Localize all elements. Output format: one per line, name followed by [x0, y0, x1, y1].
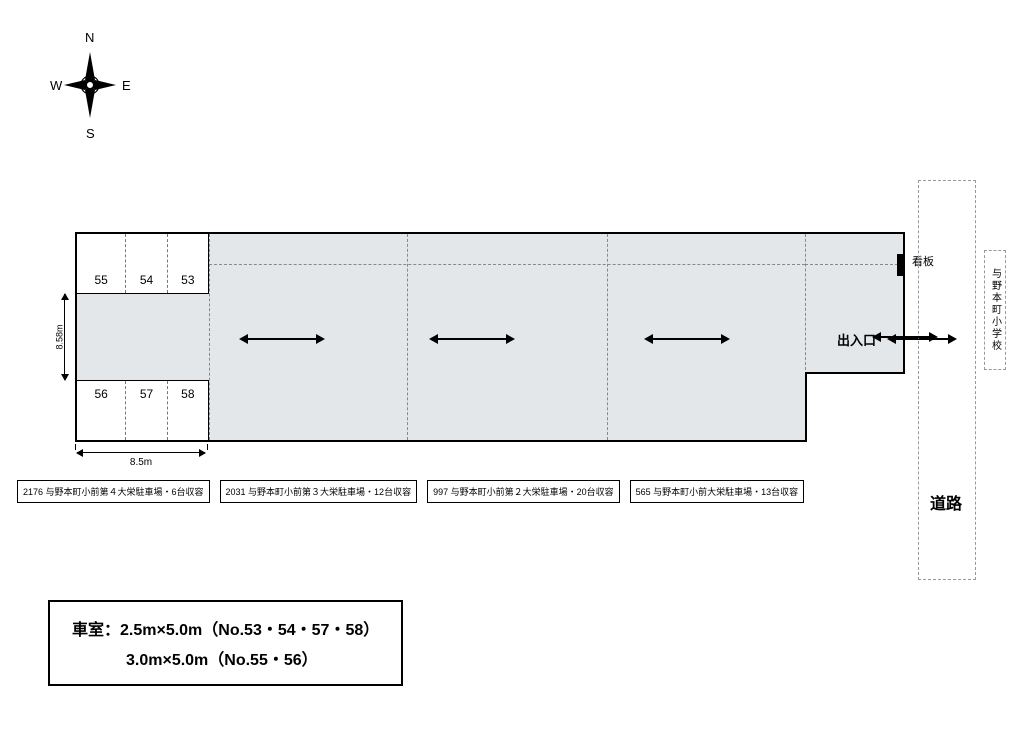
- dimension-width-label: 8.5m: [130, 457, 152, 468]
- stall-label: 56: [95, 387, 108, 401]
- compass-icon: [64, 52, 116, 118]
- compass-s: S: [86, 126, 95, 141]
- reference-box: 565 与野本町小前大栄駐車場・13台収容: [630, 480, 805, 503]
- reference-box: 2031 与野本町小前第３大栄駐車場・12台収容: [220, 480, 418, 503]
- dimension-width: 8.5m: [77, 452, 205, 453]
- compass-e: E: [122, 78, 131, 93]
- flow-arrow-icon: [437, 338, 507, 340]
- caption-line1: 車室：2.5m×5.0m（No.53・54・57・58）: [72, 616, 379, 640]
- stall-53: 53: [168, 234, 208, 293]
- road-area: [918, 180, 976, 580]
- stall-55: 55: [77, 234, 126, 293]
- exit-arrow-icon: [880, 336, 930, 338]
- reference-row: 2176 与野本町小前第４大栄駐車場・6台収容 2031 与野本町小前第３大栄駐…: [17, 480, 904, 503]
- stall-58: 58: [168, 381, 208, 440]
- dim-tick: [207, 444, 208, 450]
- caption-box: 車室：2.5m×5.0m（No.53・54・57・58） 3.0m×5.0m（N…: [48, 600, 403, 686]
- stall-56: 56: [77, 381, 126, 440]
- compass-n: N: [85, 30, 94, 45]
- stall-row-top: 55 54 53: [77, 234, 209, 294]
- stall-label: 55: [95, 273, 108, 287]
- depth-guide: [805, 264, 903, 265]
- stall-row-bottom: 56 57 58: [77, 380, 209, 440]
- caption-line2: 3.0m×5.0m（No.55・56）: [72, 646, 379, 670]
- stall-label: 57: [140, 387, 153, 401]
- stall-57: 57: [126, 381, 167, 440]
- road-label: 道路: [930, 490, 962, 514]
- reference-box: 997 与野本町小前第２大栄駐車場・20台収容: [427, 480, 620, 503]
- stall-label: 54: [140, 273, 153, 287]
- school-label: 与野本町小学校: [988, 268, 1003, 352]
- school-box: 与野本町小学校: [984, 250, 1006, 370]
- section-divider: [805, 234, 806, 370]
- stall-54: 54: [126, 234, 167, 293]
- reference-box: 2176 与野本町小前第４大栄駐車場・6台収容: [17, 480, 210, 503]
- flow-arrow-icon: [652, 338, 722, 340]
- dimension-depth: 8.58m: [64, 294, 65, 380]
- dimension-depth-label: 8.58m: [55, 324, 65, 349]
- stall-label: 53: [181, 273, 194, 287]
- parking-lot-area: 55 54 53 56 57 58 出入口: [75, 232, 905, 442]
- stall-label: 58: [181, 387, 194, 401]
- exit-label: 出入口: [837, 330, 876, 349]
- signboard-icon: [897, 254, 903, 276]
- compass-w: W: [50, 78, 62, 93]
- compass-rose: N E S W: [50, 30, 130, 140]
- depth-guide: [209, 264, 805, 265]
- flow-arrow-icon: [247, 338, 317, 340]
- lot-notch: [805, 372, 905, 442]
